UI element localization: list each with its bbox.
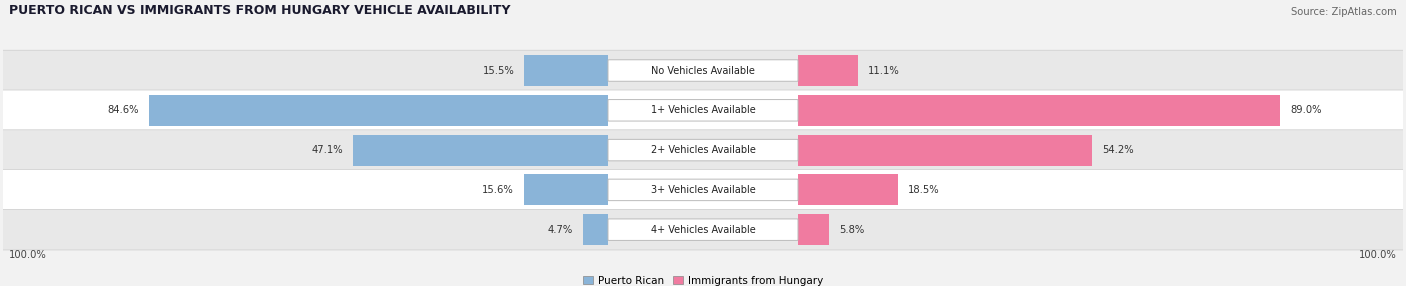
Bar (797, 55, 858, 86)
Text: 3+ Vehicles Available: 3+ Vehicles Available (651, 185, 755, 195)
Bar (524, 174, 609, 205)
FancyBboxPatch shape (3, 130, 1403, 170)
FancyBboxPatch shape (3, 50, 1403, 91)
Text: 2+ Vehicles Available: 2+ Vehicles Available (651, 145, 755, 155)
Text: 15.6%: 15.6% (482, 185, 513, 195)
Text: 100.0%: 100.0% (1360, 250, 1398, 260)
Text: 4.7%: 4.7% (547, 225, 572, 235)
Text: 1+ Vehicles Available: 1+ Vehicles Available (651, 105, 755, 115)
Bar (149, 95, 609, 126)
Bar (583, 214, 609, 245)
Bar (353, 135, 609, 166)
Text: 47.1%: 47.1% (311, 145, 343, 155)
Text: 11.1%: 11.1% (868, 65, 900, 76)
FancyBboxPatch shape (3, 90, 1403, 131)
Text: Source: ZipAtlas.com: Source: ZipAtlas.com (1291, 7, 1398, 17)
Text: 84.6%: 84.6% (108, 105, 139, 115)
Bar (797, 95, 1281, 126)
Text: No Vehicles Available: No Vehicles Available (651, 65, 755, 76)
Text: 89.0%: 89.0% (1291, 105, 1322, 115)
Text: 5.8%: 5.8% (839, 225, 865, 235)
FancyBboxPatch shape (3, 209, 1403, 250)
Text: 15.5%: 15.5% (482, 65, 515, 76)
Text: 18.5%: 18.5% (908, 185, 939, 195)
FancyBboxPatch shape (607, 100, 799, 121)
Bar (797, 214, 830, 245)
Text: 100.0%: 100.0% (8, 250, 46, 260)
FancyBboxPatch shape (607, 139, 799, 161)
Legend: Puerto Rican, Immigrants from Hungary: Puerto Rican, Immigrants from Hungary (582, 275, 824, 285)
Text: PUERTO RICAN VS IMMIGRANTS FROM HUNGARY VEHICLE AVAILABILITY: PUERTO RICAN VS IMMIGRANTS FROM HUNGARY … (8, 4, 510, 17)
FancyBboxPatch shape (607, 179, 799, 201)
FancyBboxPatch shape (607, 60, 799, 81)
Text: 54.2%: 54.2% (1102, 145, 1133, 155)
Bar (797, 174, 898, 205)
Bar (797, 135, 1091, 166)
Text: 4+ Vehicles Available: 4+ Vehicles Available (651, 225, 755, 235)
FancyBboxPatch shape (607, 219, 799, 241)
Bar (524, 55, 609, 86)
FancyBboxPatch shape (3, 170, 1403, 210)
